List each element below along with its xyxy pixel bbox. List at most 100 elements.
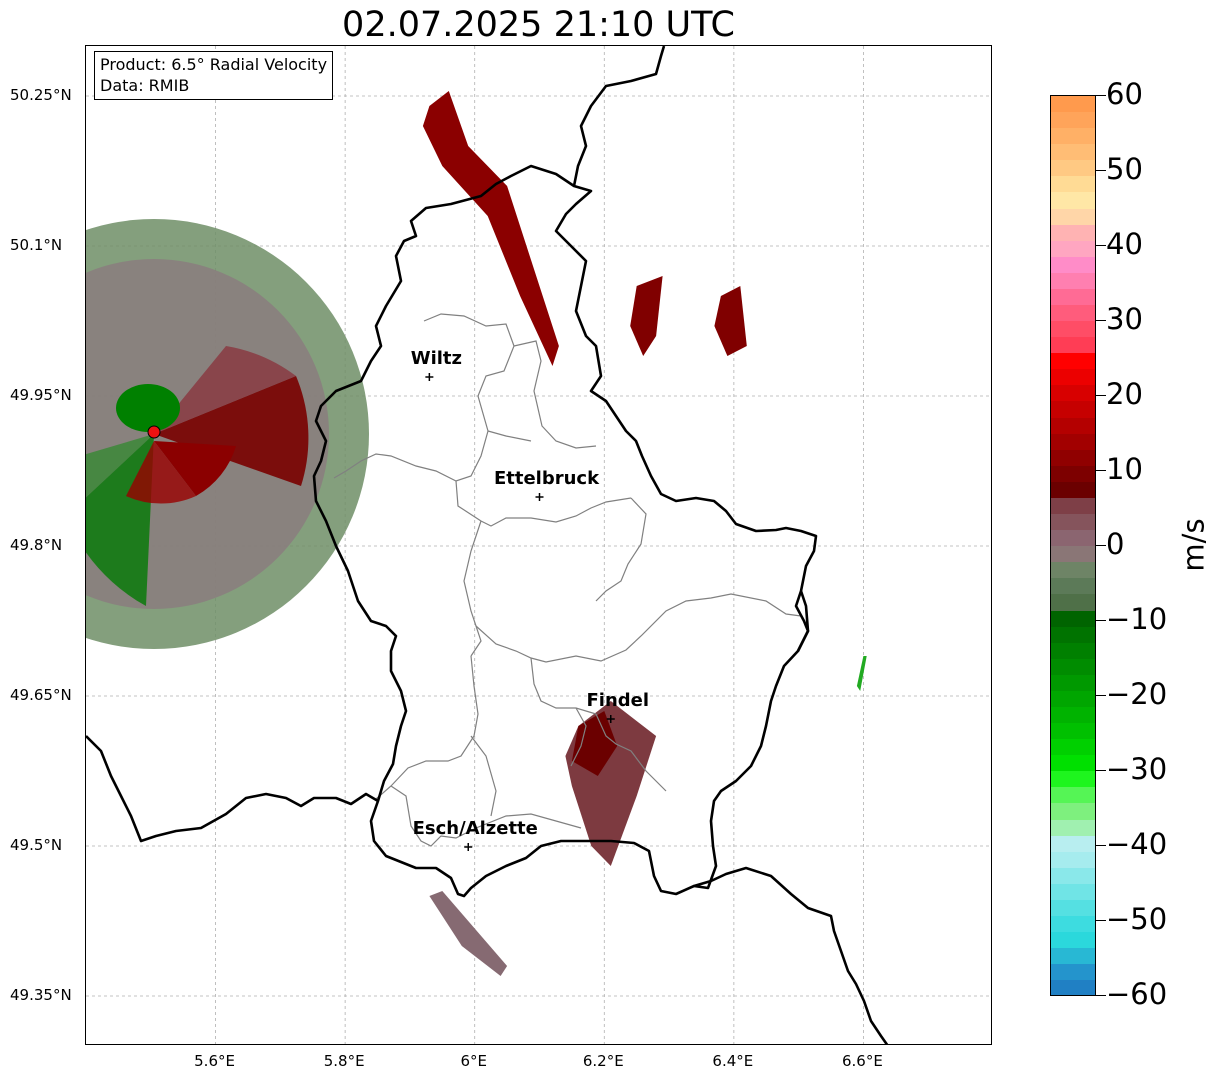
colorbar-segment [1051,192,1095,209]
colorbar-segment [1051,787,1095,804]
colorbar-segment [1051,594,1095,611]
colorbar-tick-label: −60 [1106,977,1168,1011]
city-markers [425,373,615,851]
city-label-wiltz: Wiltz [410,348,462,369]
lat-label: 50.25°N [10,86,72,104]
product-label: Product: 6.5° Radial Velocity [100,55,328,74]
colorbar-segment [1051,288,1095,306]
colorbar-segment [1051,112,1095,129]
lon-label: 6°E [460,1052,487,1070]
colorbar-tick-label: −10 [1106,602,1168,636]
colorbar-segment [1051,481,1095,498]
colorbar-segment [1051,674,1095,691]
colorbar-segment [1051,417,1095,434]
colorbar-segment [1051,96,1095,113]
radar-site-dot [147,425,161,439]
colorbar-segment [1051,948,1095,965]
city-marker-ettelbruck [535,493,544,501]
map-title: 02.07.2025 21:10 UTC [342,5,735,45]
colorbar-segment [1051,610,1095,627]
colorbar-segment [1051,433,1095,450]
lat-label: 50.1°N [10,236,63,254]
colorbar-segment [1051,578,1095,595]
colorbar-segment [1051,899,1095,916]
colorbar-tick-label: 60 [1106,77,1143,111]
colorbar-tick-mark [1096,770,1106,771]
colorbar-segment [1051,160,1095,177]
product-info-box: Product: 6.5° Radial Velocity Data: RMIB [94,51,334,100]
country-borders [86,46,889,1044]
colorbar-tick-label: 10 [1106,452,1143,486]
colorbar-segment [1051,964,1095,981]
colorbar-tick-label: 0 [1106,527,1125,561]
lat-label: 49.8°N [10,536,63,554]
city-label-eschalzette: Esch/Alzette [412,818,538,839]
city-marker-eschalzette [464,843,473,851]
colorbar-tick-label: −30 [1106,752,1168,786]
colorbar-segment [1051,530,1095,547]
colorbar-tick-mark [1096,995,1106,996]
lat-label: 49.35°N [10,986,72,1004]
echo-east-clutter-2 [714,286,747,356]
colorbar-segment [1051,514,1095,531]
lon-label: 6.4°E [712,1052,754,1070]
colorbar [1050,95,1096,996]
city-marker-wiltz [425,373,434,381]
colorbar-segment [1051,739,1095,756]
colorbar-segment [1051,240,1095,257]
colorbar-tick-mark [1096,170,1106,171]
colorbar-segment [1051,385,1095,402]
colorbar-segment [1051,690,1095,707]
colorbar-segment [1051,980,1095,995]
colorbar-segment [1051,449,1095,466]
colorbar-tick-label: 20 [1106,377,1143,411]
colorbar-segment [1051,546,1095,563]
colorbar-segment [1051,224,1095,241]
colorbar-segment [1051,915,1095,933]
colorbar-tick-mark [1096,95,1106,96]
colorbar-segment [1051,305,1095,322]
colorbar-tick-label: −50 [1106,902,1168,936]
colorbar-tick-mark [1096,845,1106,846]
colorbar-segment [1051,851,1095,868]
colorbar-segment [1051,562,1095,579]
colorbar-tick-label: −40 [1106,827,1168,861]
echo-south-streak [429,891,508,976]
colorbar-segment [1051,932,1095,949]
echo-east-clutter-1 [630,276,663,356]
radar-map[interactable] [85,45,992,1045]
colorbar-segment [1051,723,1095,740]
colorbar-segment [1051,803,1095,820]
colorbar-segment [1051,272,1095,289]
colorbar-tick-mark [1096,470,1106,471]
colorbar-tick-mark [1096,920,1106,921]
colorbar-segment [1051,835,1095,852]
colorbar-tick-mark [1096,245,1106,246]
colorbar-tick-mark [1096,695,1106,696]
colorbar-segment [1051,497,1095,515]
colorbar-unit-label: m/s [1176,518,1207,572]
colorbar-segment [1051,706,1095,724]
colorbar-segment [1051,353,1095,370]
lat-label: 49.95°N [10,386,72,404]
colorbar-tick-label: −20 [1106,677,1168,711]
colorbar-segment [1051,867,1095,884]
colorbar-segment [1051,642,1095,659]
colorbar-segment [1051,128,1095,145]
canton-boundaries [333,313,802,847]
colorbar-segment [1051,658,1095,675]
lat-label: 49.65°N [10,686,72,704]
colorbar-tick-mark [1096,395,1106,396]
lat-label: 49.5°N [10,836,63,854]
colorbar-tick-mark [1096,620,1106,621]
echo-green-streak [856,656,867,691]
colorbar-segment [1051,256,1095,273]
colorbar-segment [1051,465,1095,482]
city-label-findel: Findel [586,690,650,711]
colorbar-segment [1051,176,1095,193]
colorbar-segment [1051,626,1095,643]
colorbar-tick-label: 50 [1106,152,1143,186]
colorbar-segment [1051,369,1095,386]
colorbar-segment [1051,755,1095,772]
radar-echoes [422,91,867,976]
